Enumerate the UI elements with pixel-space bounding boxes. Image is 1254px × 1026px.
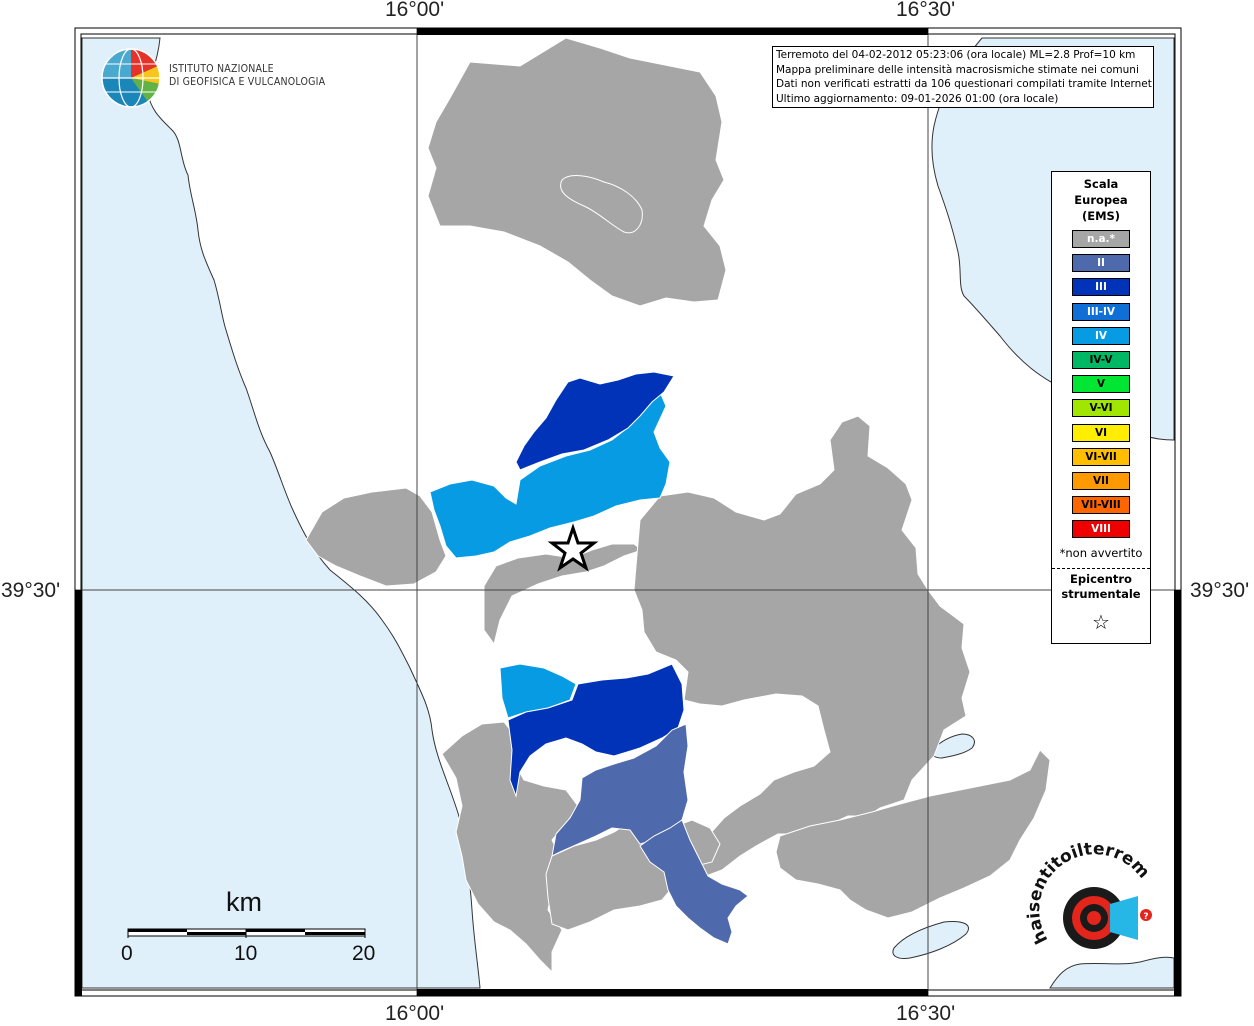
legend-swatch-vi-vii: VI-VII <box>1072 447 1130 466</box>
top-lon-label-right: 16°30' <box>896 0 956 21</box>
left-lat-label: 39°30' <box>1 579 61 602</box>
right-lat-label: 39°30' <box>1190 579 1250 602</box>
legend-epicenter-line2: strumentale <box>1061 587 1141 601</box>
bottom-lon-label-right: 16°30' <box>896 1002 956 1025</box>
scale-tick-20: 20 <box>352 942 376 965</box>
legend-note: *non avvertito <box>1059 546 1143 560</box>
info-line-3: Dati non verificati estratti da 106 ques… <box>776 78 1154 90</box>
legend-swatch-v: V <box>1072 375 1130 394</box>
legend-swatch-viii: VIII <box>1072 520 1130 539</box>
legend-swatch-iii: III <box>1072 278 1130 297</box>
bottom-lon-label-left: 16°00' <box>385 1002 445 1025</box>
map-frame <box>74 27 1182 997</box>
legend-swatch-iv: IV <box>1072 326 1130 345</box>
legend-epicenter-line1: Epicentro <box>1070 572 1132 586</box>
legend-swatch-vi: VI <box>1072 423 1130 442</box>
legend-epicenter-label: Epicentro strumentale <box>1052 572 1150 602</box>
earthquake-info-box: Terremoto del 04-02-2012 05:23:06 (ora l… <box>772 46 1154 108</box>
legend-swatch-iv-v: IV-V <box>1072 351 1130 369</box>
tyrrhenian-sea <box>81 37 481 989</box>
legend-swatch-v-vi: V-VI <box>1072 399 1130 418</box>
ionian-sea-lower <box>1049 956 1175 989</box>
info-line-1: Terremoto del 04-02-2012 05:23:06 (ora l… <box>776 49 1136 61</box>
legend-title: Scala Europea (EMS) <box>1052 176 1150 224</box>
info-line-4: Ultimo aggiornamento: 09-01-2026 01:00 (… <box>776 92 1059 105</box>
scale-bar <box>127 928 366 938</box>
municipalities-not-available[interactable] <box>305 37 1051 974</box>
ems-legend: Scala Europea (EMS) n.a.* II III III-IV IV IV… <box>1051 171 1151 644</box>
scale-unit-label: km <box>226 887 262 917</box>
epicenter-star-icon[interactable] <box>547 523 599 572</box>
legend-title-line3: (EMS) <box>1081 209 1121 223</box>
haisentito-badge-icon[interactable]: ? <box>1058 882 1152 954</box>
ingv-logo-icon <box>101 48 161 108</box>
top-lon-label-left: 16°00' <box>385 0 445 21</box>
ingv-logo-line1: ISTITUTO NAZIONALE <box>169 63 274 75</box>
legend-swatch-ii: II <box>1072 254 1130 273</box>
legend-star-icon: ☆ <box>1092 610 1110 634</box>
legend-swatch-iii-iv: III-IV <box>1072 302 1130 321</box>
lake-south <box>892 921 969 959</box>
municipalities-intensity-III[interactable] <box>507 371 685 798</box>
svg-text:?: ? <box>1143 912 1148 922</box>
scale-tick-10: 10 <box>234 942 258 965</box>
info-line-2: Mappa preliminare delle intensità macros… <box>776 63 1139 76</box>
legend-swatch-vii-viii: VII-VIII <box>1072 496 1130 515</box>
legend-title-line2: Europea <box>1074 193 1128 207</box>
ingv-logo-text: ISTITUTO NAZIONALE DI GEOFISICA E VULCAN… <box>169 63 325 89</box>
legend-swatch-n-a: n.a.* <box>1072 230 1130 248</box>
lake-ampollino <box>931 733 975 759</box>
ingv-logo-line2: DI GEOFISICA E VULCANOLOGIA <box>169 76 326 88</box>
graticule-lines <box>75 28 1181 996</box>
legend-swatch-vii: VII <box>1072 472 1130 490</box>
scale-tick-0: 0 <box>121 942 133 965</box>
legend-divider <box>1052 568 1150 569</box>
municipalities-intensity-II[interactable] <box>551 723 749 945</box>
legend-title-line1: Scala <box>1083 177 1119 191</box>
